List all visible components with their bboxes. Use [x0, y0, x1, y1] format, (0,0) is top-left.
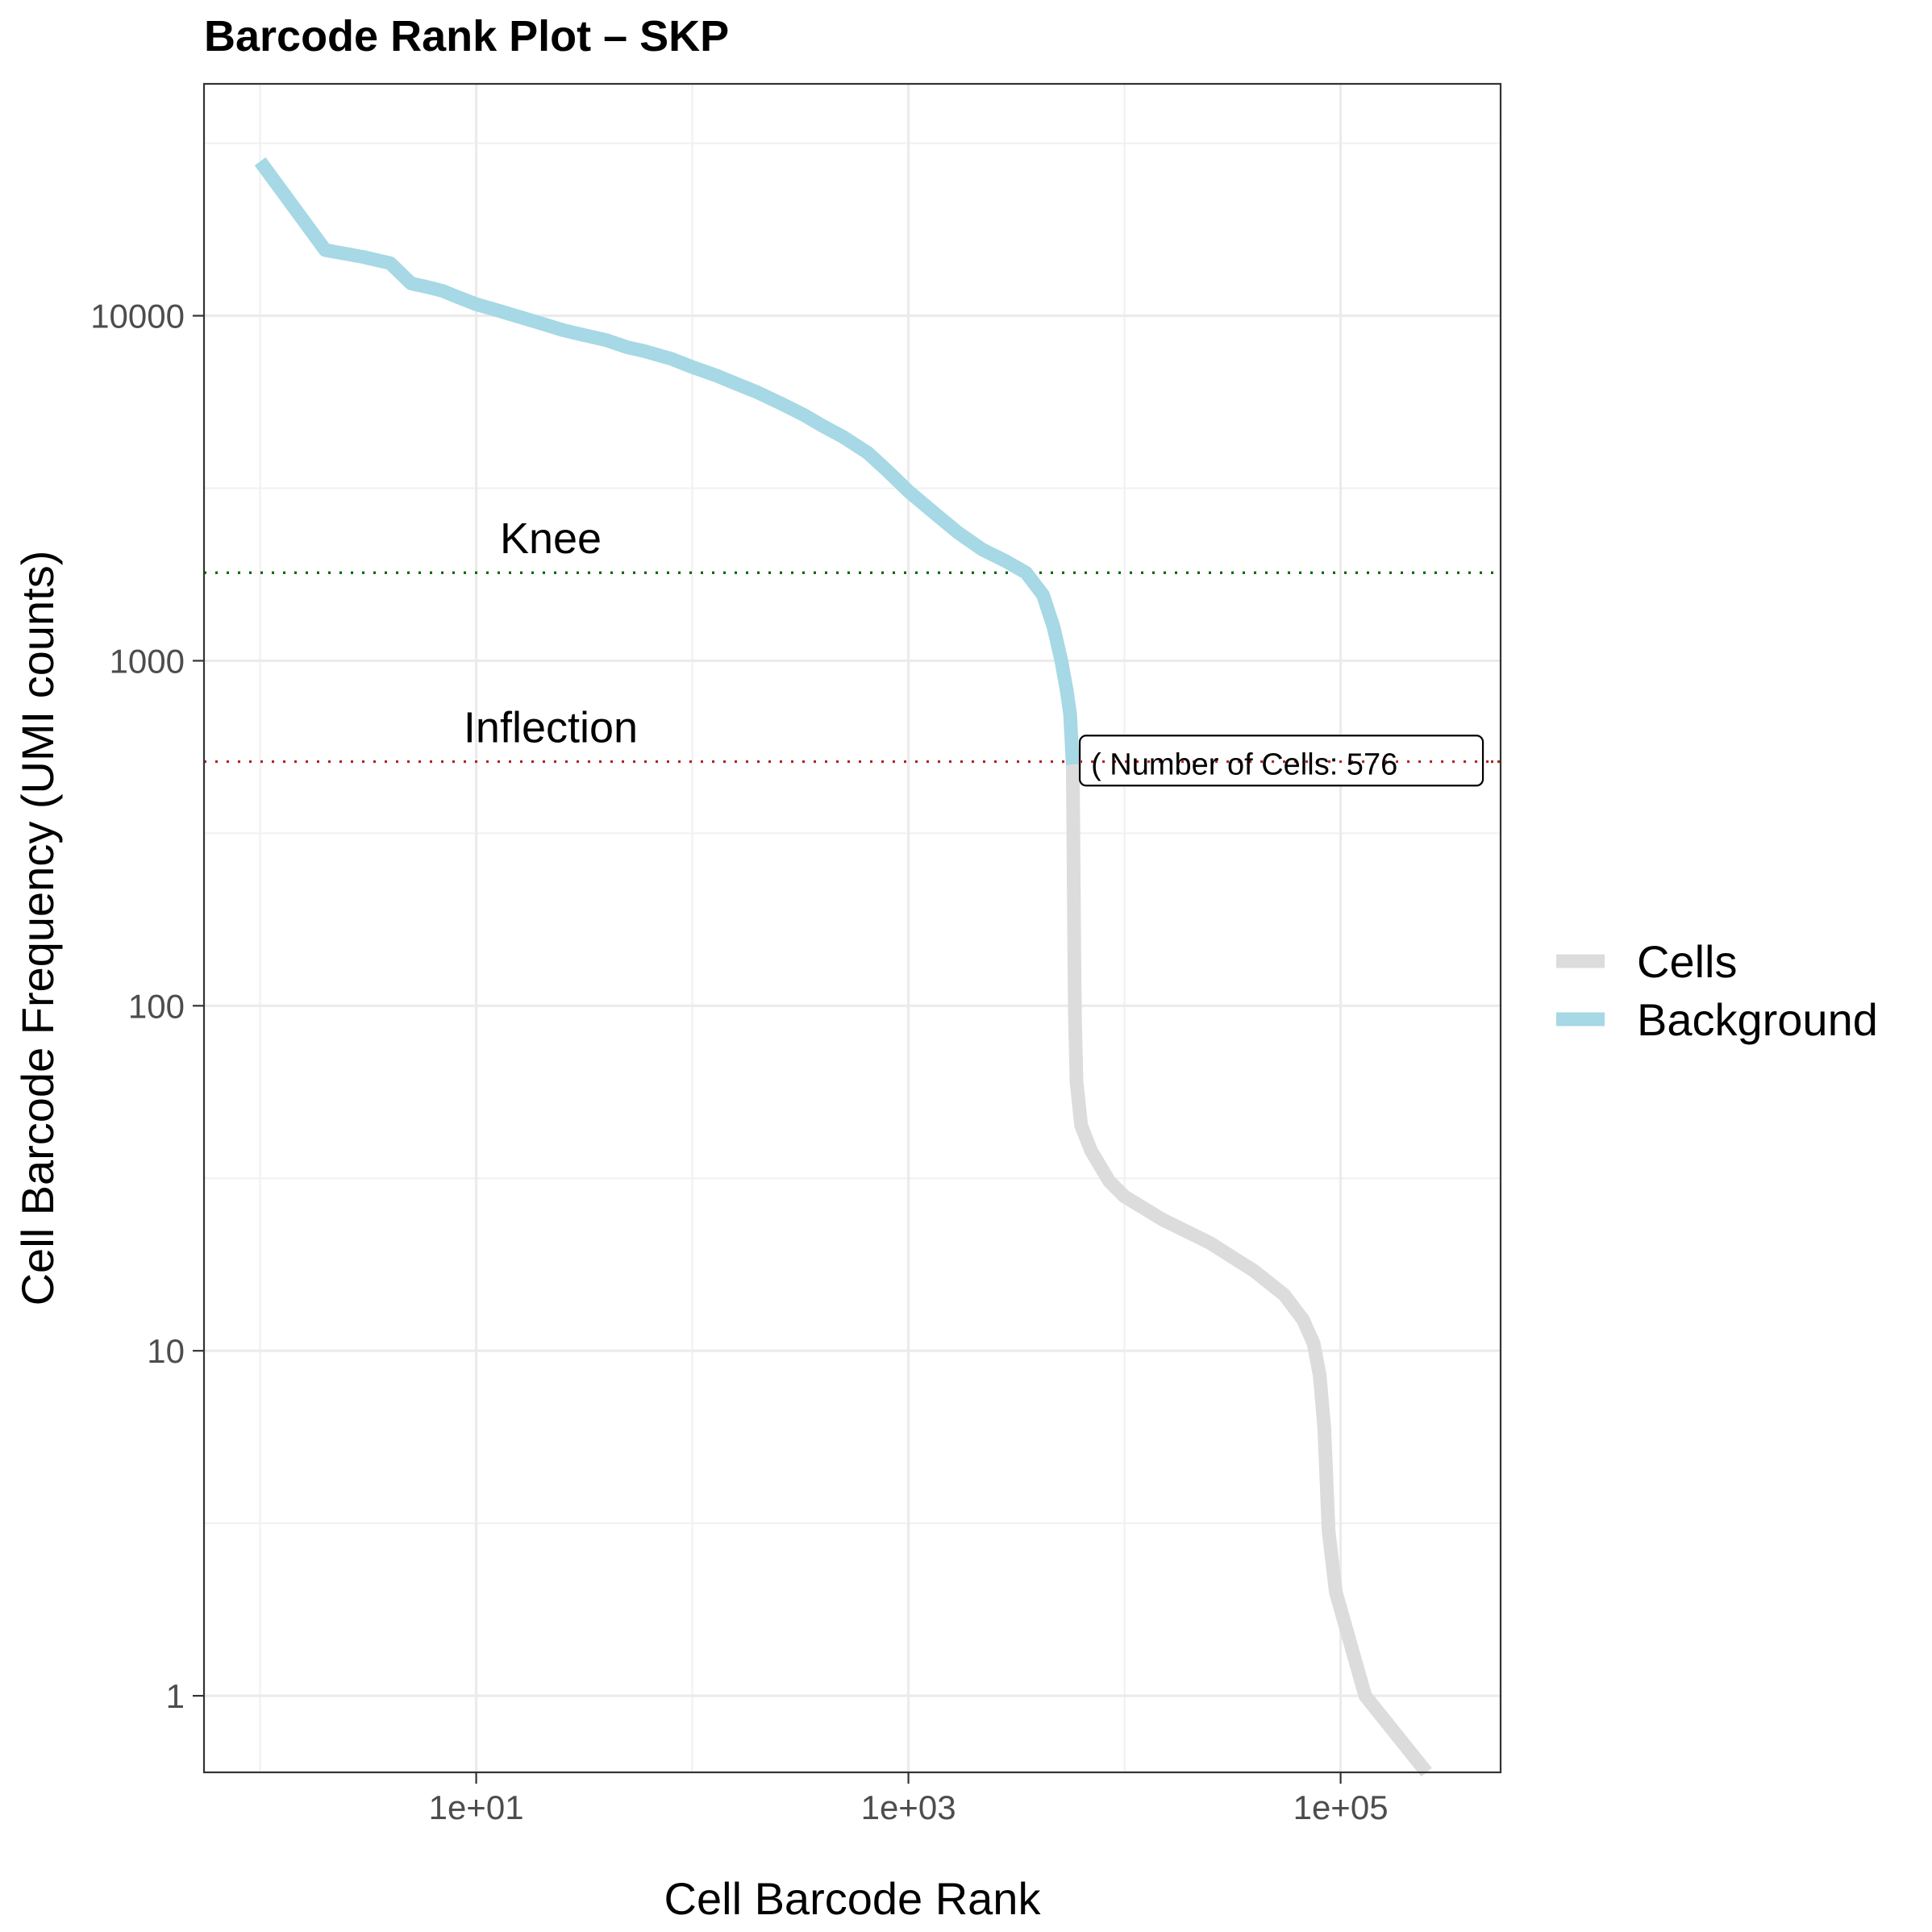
chart-title: Barcode Rank Plot – SKP — [204, 12, 729, 60]
annotations: Knee Inflection ( Number of Cells: 576 — [464, 514, 1501, 787]
y-tick-label: 100 — [128, 987, 185, 1025]
legend-label-background: Background — [1637, 994, 1878, 1045]
y-axis-ticks: 1 10 100 1000 10000 — [90, 298, 204, 1715]
legend-label-cells: Cells — [1637, 936, 1737, 987]
x-tick-label: 1e+05 — [1293, 1788, 1389, 1826]
y-tick-label: 1 — [166, 1677, 185, 1715]
reference-lines — [204, 571, 1501, 764]
legend: Cells Background — [1556, 936, 1878, 1045]
series-line-cells — [1065, 764, 1432, 1777]
series-line-background — [254, 157, 1080, 765]
x-tick-label: 1e+01 — [429, 1788, 524, 1826]
x-axis-label: Cell Barcode Rank — [664, 1873, 1042, 1924]
plot-border — [202, 82, 1502, 1774]
grid — [204, 84, 1501, 1772]
x-tick-label: 1e+03 — [861, 1788, 956, 1826]
y-tick-label: 10000 — [90, 298, 185, 335]
inflection-label: Inflection — [464, 704, 638, 752]
y-tick-label: 1000 — [110, 642, 185, 680]
knee-label: Knee — [500, 514, 602, 563]
series-lines — [254, 157, 1432, 1777]
x-axis-ticks: 1e+01 1e+03 1e+05 — [429, 1772, 1389, 1826]
cell-count-label: ( Number of Cells: 576 — [1091, 747, 1397, 781]
y-tick-label: 10 — [147, 1332, 185, 1370]
plot-background — [204, 84, 1501, 1772]
y-axis-label: Cell Barcode Frequency (UMI counts) — [12, 551, 63, 1306]
